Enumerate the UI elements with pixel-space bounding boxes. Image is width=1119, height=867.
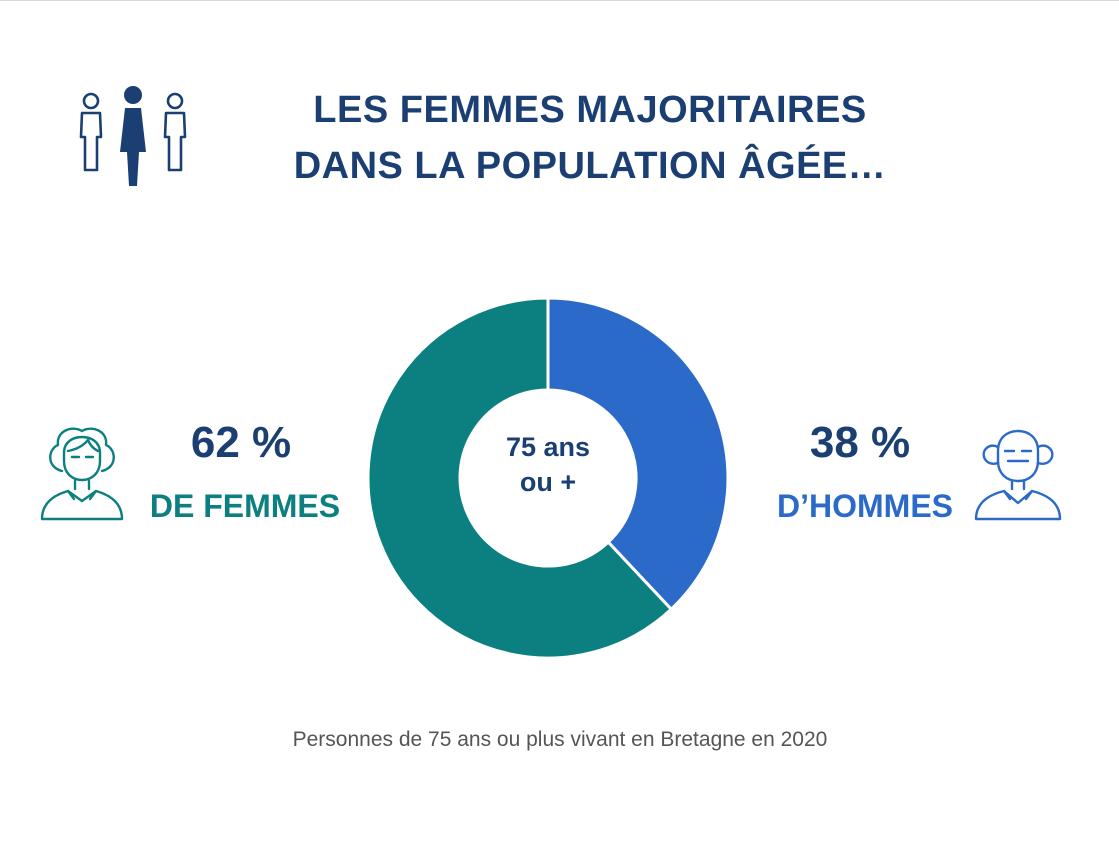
center-line-1: 75 ans bbox=[505, 432, 591, 462]
donut-slice-hommes bbox=[546, 296, 730, 612]
hommes-label: D’HOMMES bbox=[777, 488, 953, 524]
page-title: LES FEMMES MAJORITAIRES DANS LA POPULATI… bbox=[230, 82, 950, 194]
title-line-2: DANS LA POPULATION ÂGÉE… bbox=[293, 145, 887, 187]
people-group-icon bbox=[79, 86, 187, 186]
donut-center-label: 75 ans ou + bbox=[480, 430, 616, 500]
center-line-2: ou + bbox=[519, 467, 577, 497]
elderly-man-icon bbox=[974, 429, 1062, 521]
femmes-label: DE FEMMES bbox=[149, 488, 341, 524]
title-line-1: LES FEMMES MAJORITAIRES bbox=[313, 89, 867, 131]
top-border bbox=[0, 0, 1119, 1]
donut-chart bbox=[366, 296, 730, 660]
hommes-percent: 38 % bbox=[809, 418, 911, 467]
chart-caption: Personnes de 75 ans ou plus vivant en Br… bbox=[292, 728, 828, 751]
donut-slice-femmes bbox=[366, 296, 674, 660]
femmes-percent: 62 % bbox=[190, 418, 292, 467]
elderly-woman-icon bbox=[40, 427, 124, 521]
